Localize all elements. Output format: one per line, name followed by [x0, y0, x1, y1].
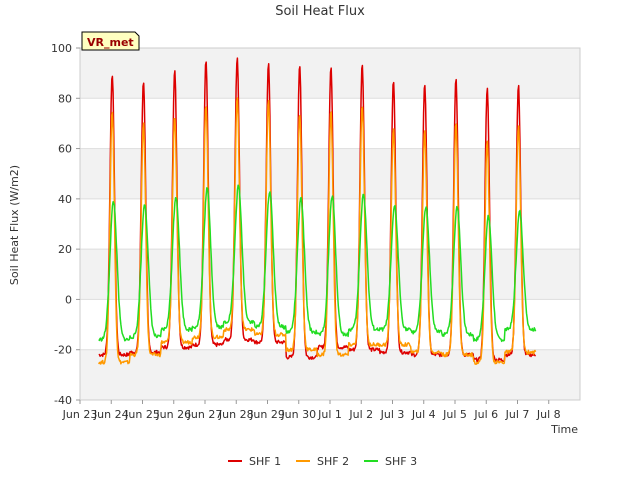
x-tick-label: Jul 8	[536, 408, 561, 421]
x-tick-label: Jul 7	[505, 408, 530, 421]
legend: SHF 1 SHF 2 SHF 3	[228, 455, 417, 468]
y-axis-label: Soil Heat Flux (W/m2)	[8, 165, 21, 285]
x-tick-label: Jun 24	[93, 408, 129, 421]
x-axis-label: Time	[550, 423, 578, 436]
x-tick-label: Jul 1	[317, 408, 342, 421]
x-tick-label: Jul 4	[411, 408, 436, 421]
background-bands	[80, 48, 580, 400]
x-tick-label: Jun 25	[124, 408, 160, 421]
background-band	[80, 349, 580, 400]
y-tick-label: 40	[58, 193, 72, 206]
annotation-box: VR_met	[81, 31, 140, 51]
x-tick-label: Jun 23	[62, 408, 98, 421]
y-tick-label: -20	[54, 344, 72, 357]
legend-label: SHF 2	[317, 455, 349, 468]
y-tick-label: 60	[58, 143, 72, 156]
chart-title: Soil Heat Flux	[275, 4, 365, 19]
legend-item: SHF 1	[228, 455, 281, 468]
x-tick-label: Jul 3	[380, 408, 405, 421]
legend-label: SHF 3	[385, 455, 417, 468]
legend-item: SHF 3	[364, 455, 417, 468]
x-tick-label: Jul 6	[473, 408, 498, 421]
background-band	[80, 249, 580, 300]
y-tick-label: 20	[58, 243, 72, 256]
series-line-shf-2	[98, 97, 537, 365]
y-tick-label: -40	[54, 394, 72, 407]
x-tick-label: Jul 2	[348, 408, 373, 421]
x-tick-label: Jul 5	[442, 408, 467, 421]
series-lines	[98, 57, 537, 365]
x-tick-label: Jun 29	[249, 408, 285, 421]
legend-label: SHF 1	[249, 455, 281, 468]
y-tick-label: 80	[58, 92, 72, 105]
series-line-shf-3	[98, 184, 537, 343]
y-axis-ticks: -40 -20 0 20 40 60 80 100	[51, 42, 80, 407]
x-tick-label: Jun 28	[218, 408, 254, 421]
x-tick-label: Jun 30	[280, 408, 316, 421]
x-tick-label: Jun 26	[155, 408, 191, 421]
y-tick-label: 0	[65, 293, 72, 306]
legend-item: SHF 2	[296, 455, 349, 468]
x-tick-label: Jun 27	[187, 408, 223, 421]
series-line-shf-1	[98, 57, 537, 363]
annotation-label: VR_met	[87, 36, 134, 49]
y-tick-label: 100	[51, 42, 72, 55]
